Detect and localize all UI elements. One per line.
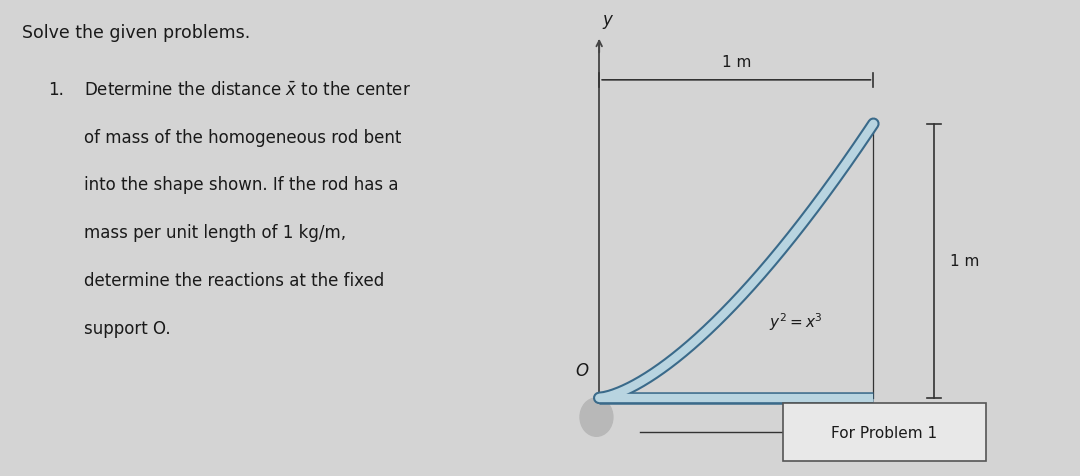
Text: mass per unit length of 1 kg/m,: mass per unit length of 1 kg/m, xyxy=(84,224,346,242)
Text: into the shape shown. If the rod has a: into the shape shown. If the rod has a xyxy=(84,176,399,194)
Text: support O.: support O. xyxy=(84,319,171,337)
Text: of mass of the homogeneous rod bent: of mass of the homogeneous rod bent xyxy=(84,129,401,147)
Text: Determine the distance $\bar{x}$ to the center: Determine the distance $\bar{x}$ to the … xyxy=(84,81,410,99)
Text: For Problem 1: For Problem 1 xyxy=(832,425,937,440)
Text: y: y xyxy=(602,11,611,29)
Text: Solve the given problems.: Solve the given problems. xyxy=(22,24,249,42)
Text: determine the reactions at the fixed: determine the reactions at the fixed xyxy=(84,271,384,289)
Text: $y^2 = x^3$: $y^2 = x^3$ xyxy=(769,311,823,332)
FancyBboxPatch shape xyxy=(783,404,986,461)
Text: 1 m: 1 m xyxy=(721,55,751,69)
Text: 1.: 1. xyxy=(49,81,65,99)
Text: O: O xyxy=(576,361,589,379)
Ellipse shape xyxy=(580,398,613,436)
Text: 1 m: 1 m xyxy=(950,254,980,269)
